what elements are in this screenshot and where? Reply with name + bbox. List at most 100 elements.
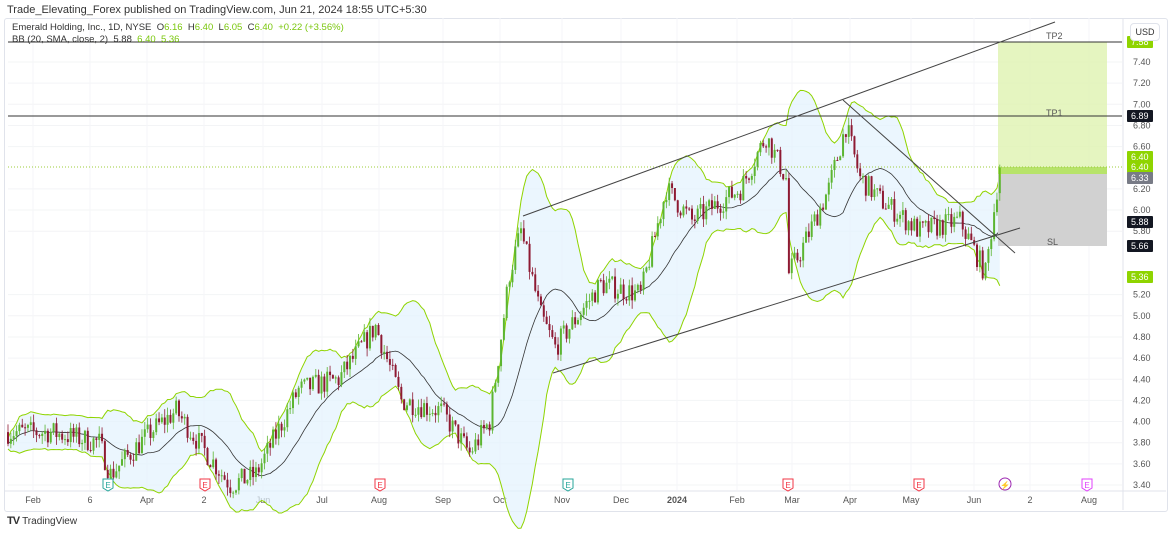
bb-lower-line bbox=[7, 211, 1001, 529]
candle-body bbox=[548, 324, 551, 331]
earnings-event-icon[interactable]: E bbox=[1081, 478, 1093, 492]
earnings-event-icon[interactable]: E bbox=[562, 478, 574, 492]
candle-body bbox=[648, 266, 651, 268]
candle-body bbox=[679, 212, 682, 216]
candle-body bbox=[651, 236, 654, 267]
candle-body bbox=[961, 211, 964, 230]
candle-body bbox=[819, 207, 822, 226]
candle-body bbox=[748, 178, 750, 180]
target-zone bbox=[998, 42, 1107, 167]
candle-body bbox=[890, 199, 893, 205]
candle-body bbox=[303, 379, 306, 382]
candle-body bbox=[910, 221, 913, 231]
tp2-label: TP2 bbox=[1046, 31, 1063, 41]
price-tag-label: 6.89 bbox=[1131, 111, 1149, 121]
candle-body bbox=[123, 450, 126, 460]
bb-basis-value: 5.88 bbox=[113, 34, 132, 45]
candle-body bbox=[178, 400, 180, 417]
x-tick-label: Nov bbox=[554, 495, 571, 505]
candle-body bbox=[699, 204, 702, 209]
price-tag bbox=[1127, 172, 1153, 184]
candle-body bbox=[830, 170, 833, 183]
candle-body bbox=[366, 332, 369, 349]
candle-body bbox=[340, 372, 343, 386]
earnings-event-icon[interactable]: E bbox=[374, 478, 386, 492]
event-shape bbox=[199, 478, 211, 492]
candle-body bbox=[485, 424, 488, 429]
candle-body bbox=[474, 439, 477, 452]
candle-body bbox=[443, 403, 446, 405]
earnings-event-icon[interactable]: E bbox=[199, 478, 211, 492]
candle-body bbox=[146, 424, 149, 430]
y-tick-label: 6.00 bbox=[1133, 205, 1151, 215]
candle-body bbox=[135, 442, 138, 461]
candle-body bbox=[314, 374, 317, 377]
x-tick-label: Feb bbox=[25, 495, 41, 505]
candle-body bbox=[129, 454, 132, 460]
candle-body bbox=[103, 441, 106, 470]
candle-body bbox=[881, 190, 884, 209]
x-tick-label: Dec bbox=[613, 495, 630, 505]
split-event-icon[interactable]: ⚡ bbox=[998, 477, 1012, 491]
tradingview-logo[interactable]: TV TradingView bbox=[7, 515, 77, 527]
candle-body bbox=[21, 424, 24, 428]
candle-body bbox=[847, 125, 850, 137]
candle-body bbox=[625, 299, 628, 301]
y-tick-label: 4.60 bbox=[1133, 353, 1151, 363]
candle-body bbox=[360, 341, 363, 343]
candle-body bbox=[705, 206, 708, 220]
candle-body bbox=[386, 351, 389, 360]
currency-button[interactable]: USD bbox=[1130, 23, 1160, 41]
candle-body bbox=[320, 376, 323, 394]
downtrend-line bbox=[842, 99, 1016, 254]
candle-body bbox=[323, 376, 326, 392]
candle-body bbox=[266, 442, 269, 454]
event-shape bbox=[562, 478, 574, 492]
candle-body bbox=[953, 216, 956, 227]
earnings-event-icon[interactable]: E bbox=[913, 478, 925, 492]
candle-body bbox=[326, 371, 329, 392]
earnings-event-icon[interactable]: E bbox=[102, 478, 114, 492]
candle-body bbox=[688, 208, 691, 210]
chart-frame bbox=[4, 18, 1168, 512]
candle-body bbox=[488, 424, 491, 431]
candle-body bbox=[799, 260, 802, 262]
candle-body bbox=[759, 143, 762, 153]
candle-body bbox=[987, 249, 990, 263]
bb-upper-value: 6.40 bbox=[137, 34, 156, 45]
candle-body bbox=[976, 244, 978, 268]
candle-body bbox=[272, 429, 275, 448]
candle-body bbox=[887, 204, 890, 209]
bb-legend[interactable]: BB (20, SMA, close, 2) 5.88 6.40 5.36 bbox=[12, 34, 344, 46]
candle-body bbox=[984, 262, 987, 279]
candle-body bbox=[534, 274, 537, 291]
candle-body bbox=[169, 414, 172, 423]
earnings-event-icon[interactable]: E bbox=[782, 478, 794, 492]
candle-body bbox=[693, 219, 696, 221]
event-shape bbox=[1081, 478, 1093, 492]
x-tick-label: Jun bbox=[967, 495, 982, 505]
candle-body bbox=[86, 430, 89, 451]
candle-body bbox=[850, 125, 853, 137]
candle-body bbox=[69, 428, 72, 443]
event-label: E bbox=[916, 481, 921, 490]
y-tick-label: 6.80 bbox=[1133, 120, 1151, 130]
candle-body bbox=[166, 414, 169, 425]
candle-body bbox=[309, 377, 312, 390]
x-tick-label: Oct bbox=[493, 495, 508, 505]
candle-body bbox=[420, 407, 423, 418]
candle-body bbox=[839, 156, 842, 161]
candle-body bbox=[132, 459, 135, 461]
candle-body bbox=[18, 424, 21, 432]
candle-body bbox=[810, 221, 813, 237]
candle-body bbox=[511, 269, 514, 283]
candle-body bbox=[109, 468, 112, 479]
candle-body bbox=[941, 220, 944, 235]
candle-body bbox=[901, 210, 904, 215]
candle-body bbox=[237, 478, 240, 491]
candle-body bbox=[767, 138, 770, 148]
candle-body bbox=[408, 399, 411, 406]
candle-body bbox=[796, 252, 799, 261]
candle-body bbox=[585, 301, 588, 308]
